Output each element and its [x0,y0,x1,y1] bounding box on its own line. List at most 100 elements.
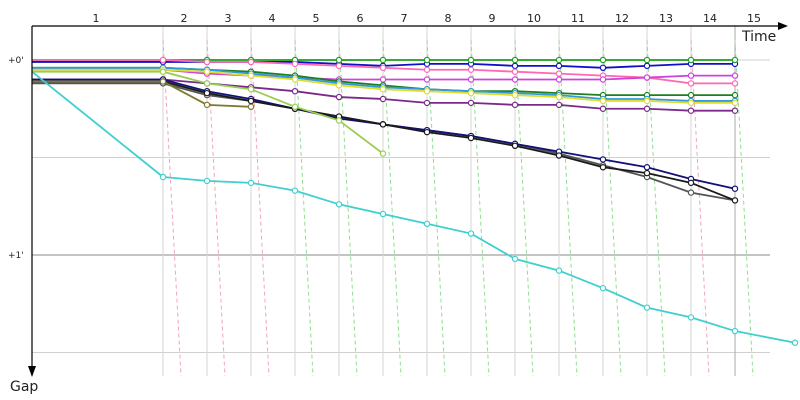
series-12 [32,78,255,111]
series-point-2-13 [687,80,695,87]
series-point-7-7 [423,99,431,107]
series-point-6-9 [511,91,519,99]
series-10 [32,78,739,204]
lap-label-3: 3 [225,12,232,25]
series-point-3-10 [555,76,563,83]
series-point-7-11 [599,105,607,112]
series-point-4-14 [731,91,739,99]
lap-label-14: 14 [703,12,717,25]
lap-label-11: 11 [571,12,585,25]
lap-label-13: 13 [659,12,673,25]
series-point-13-3 [247,179,255,187]
series-point-3-12 [643,74,651,81]
series-point-2-8 [467,66,475,73]
lap-labels: 1 2 3 4 5 6 7 8 9 10 11 12 13 14 15 [93,12,762,25]
series-point-13-6 [379,210,387,218]
series-point-6-12 [643,97,651,105]
series-point-13-12 [643,304,651,311]
series-point-7-4 [291,87,299,95]
series-point-13-5 [335,201,343,208]
axes: Time Gap +0' +1' [8,22,788,395]
series-point-12-2 [203,101,211,109]
series-point-6-14 [731,99,739,107]
series-point-1-13 [687,56,695,64]
series-point-2-9 [511,68,519,75]
lap-label-2: 2 [181,12,188,25]
series-point-3-6 [379,76,387,83]
series-point-3-11 [599,76,607,83]
series-point-3-9 [511,76,519,83]
series-point-2-3 [247,58,255,66]
series-point-2-1 [159,56,167,64]
series-point-10-8 [467,134,475,142]
series-point-7-9 [511,101,519,109]
lap-connector-15 [734,39,754,377]
series-point-6-4 [291,76,299,83]
series-point-6-2 [203,68,211,75]
series-point-6-5 [335,82,343,89]
series-point-2-2 [203,58,211,66]
lap-connector-2 [162,39,182,377]
series-point-1-7 [423,56,431,64]
series-point-2-7 [423,66,431,73]
series-point-1-14 [731,56,739,64]
series-point-13-7 [423,220,431,227]
lap-connector-7 [382,39,402,377]
series-point-13-8 [467,230,475,237]
lap-label-6: 6 [357,12,364,25]
series-point-13-9 [511,255,519,263]
series-point-13-14 [731,327,739,335]
series-point-9-14 [731,185,739,192]
series-point-7-6 [379,95,387,103]
series-point-8-13 [687,189,695,196]
lap-label-8: 8 [445,12,452,25]
series-point-13-11 [599,284,607,292]
series-point-1-12 [643,56,651,64]
series-point-13-15 [791,339,799,346]
series-point-0-9 [511,62,519,70]
series-point-6-3 [247,72,255,79]
lap-label-9: 9 [489,12,496,25]
series-6 [32,66,739,107]
lap-connector-9 [470,39,490,377]
lap-label-1: 1 [93,12,100,25]
series-point-2-14 [731,80,739,87]
lap-label-15: 15 [747,12,761,25]
series-point-3-7 [423,76,431,83]
series-point-9-12 [643,164,651,171]
lap-connector-11 [558,39,578,377]
series-point-11-6 [379,150,387,157]
lap-label-7: 7 [401,12,408,25]
series-point-12-3 [247,103,255,111]
series-point-1-10 [555,56,563,64]
series-point-10-11 [599,164,607,171]
series-13 [31,70,799,346]
lap-label-5: 5 [313,12,320,25]
series-point-3-13 [687,72,695,79]
lap-connector-8 [426,39,446,377]
series-point-9-11 [599,156,607,163]
series-point-10-3 [247,97,255,105]
series-point-1-11 [599,56,607,64]
series-point-13-1 [159,173,167,181]
series-point-10-7 [423,128,431,136]
x-axis-arrow [778,22,788,30]
lap-connector-13 [646,39,666,377]
series-point-3-8 [467,76,475,83]
lap-connector-5 [294,39,314,377]
y-axis-label: Gap [10,379,38,395]
series-point-10-9 [511,142,519,149]
series-point-13-13 [687,314,695,321]
series-point-0-10 [555,62,563,70]
y-axis-arrow [28,366,36,377]
series-point-11-1 [159,68,167,75]
series-line-13 [31,70,796,344]
series-point-11-3 [247,86,255,93]
series-point-4-13 [687,91,695,99]
series-point-6-7 [423,87,431,95]
lap-connector-4 [250,39,270,377]
series-point-11-4 [291,103,299,111]
series-9 [32,76,739,192]
series-point-0-12 [643,62,651,70]
series-point-13-4 [291,187,299,194]
